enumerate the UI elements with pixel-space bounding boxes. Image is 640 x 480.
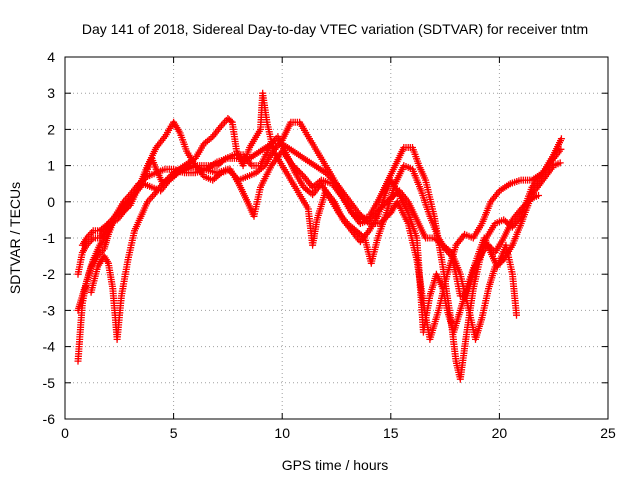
x-tick-label: 0 — [61, 425, 69, 441]
data-point — [535, 192, 542, 199]
plot-border — [64, 56, 609, 420]
data-point — [224, 165, 232, 173]
data-point — [298, 171, 306, 179]
y-tick-label: 1 — [47, 158, 55, 174]
y-tick-label: 0 — [47, 194, 55, 210]
data-point — [556, 159, 564, 167]
data-point — [232, 173, 240, 181]
x-tick-label: 20 — [492, 425, 508, 441]
y-tick-label: 4 — [47, 49, 55, 65]
data-point — [226, 167, 233, 175]
y-tick-label: 2 — [47, 121, 55, 137]
y-tick-label: -6 — [43, 411, 56, 427]
x-axis-label: GPS time / hours — [282, 457, 389, 473]
grid — [65, 57, 608, 419]
x-tick-label: 15 — [383, 425, 399, 441]
chart-title: Day 141 of 2018, Sidereal Day-to-day VTE… — [82, 21, 588, 37]
data-point — [227, 168, 235, 176]
y-axis-label: SDTVAR / TECUs — [7, 182, 23, 294]
data-point — [229, 170, 237, 178]
y-tick-label: -2 — [43, 266, 56, 282]
x-tick-label: 25 — [600, 425, 616, 441]
data-point — [230, 171, 238, 179]
x-tick-label: 5 — [170, 425, 178, 441]
data-point — [227, 117, 235, 125]
x-tick-label: 10 — [274, 425, 290, 441]
y-tick-label: -3 — [43, 302, 56, 318]
ticks — [64, 56, 609, 420]
y-tick-label: -1 — [43, 230, 56, 246]
data-point — [557, 135, 565, 143]
data-point — [233, 175, 241, 182]
data-point — [513, 311, 520, 319]
y-tick-label: 3 — [47, 85, 55, 101]
y-tick-label: -5 — [43, 375, 56, 391]
y-tick-label: -4 — [43, 339, 56, 355]
data-points — [74, 89, 565, 383]
tick-labels: 0 5 10 15 20 25 -6 -5 -4 -3 -2 -1 0 1 2 3 4 — [43, 49, 616, 441]
